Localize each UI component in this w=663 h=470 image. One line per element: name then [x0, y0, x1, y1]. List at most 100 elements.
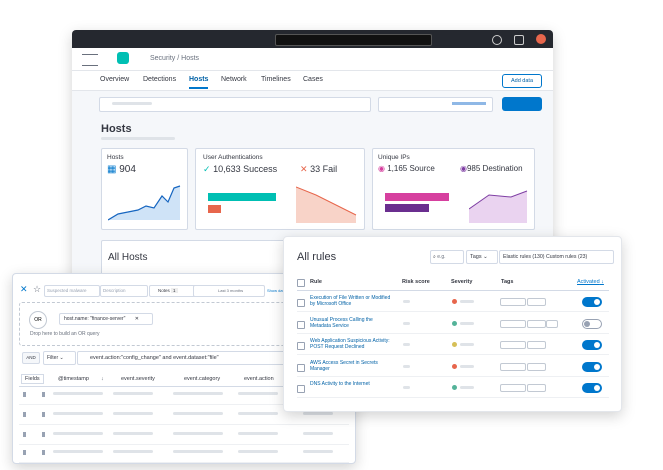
checkbox[interactable]	[297, 342, 305, 350]
severity-dot	[452, 320, 457, 326]
toggle-knob	[594, 299, 600, 305]
notes-button[interactable]: Notes 1	[149, 285, 197, 297]
column-header[interactable]: event.category	[184, 376, 221, 382]
column-header[interactable]: event.severity	[121, 376, 155, 382]
rule-search[interactable]: ⌕ e.g.	[430, 250, 464, 264]
or-badge: OR	[29, 311, 47, 329]
risk-score	[403, 321, 410, 325]
severity-label	[460, 321, 474, 325]
placeholder	[173, 392, 223, 395]
drop-hint: Drop here to build an OR query	[30, 331, 100, 337]
rule-name[interactable]: Unusual Process Calling the Metadata Ser…	[310, 316, 373, 329]
fail-count: 33 Fail	[310, 164, 338, 174]
toggle[interactable]	[582, 318, 602, 329]
tab[interactable]: Overview	[100, 76, 130, 83]
col-header[interactable]: Rule	[310, 279, 322, 285]
column-header[interactable]: event.action	[244, 376, 274, 382]
custom-filter[interactable]: Custom rules (23)	[545, 254, 588, 260]
row-icons	[23, 392, 45, 397]
search-bar[interactable]	[99, 97, 371, 112]
rule-name[interactable]: Execution of File Written or Modified by…	[310, 295, 391, 307]
app-logo	[117, 52, 129, 64]
row-divider	[297, 311, 609, 312]
column-header[interactable]: @timestamp	[58, 376, 89, 382]
bar	[208, 193, 276, 201]
toggle[interactable]	[582, 340, 602, 350]
toggle[interactable]	[582, 361, 602, 372]
star-icon[interactable]: ☆	[33, 284, 42, 294]
card-title: Hosts	[107, 154, 124, 161]
tab[interactable]: Timelines	[261, 76, 291, 83]
timeline-name[interactable]: Suspected malware	[44, 285, 100, 297]
tab[interactable]: Network	[221, 76, 247, 83]
hosts-card: Hosts ▦ 904	[101, 148, 188, 230]
col-header[interactable]: Risk score	[402, 279, 430, 285]
placeholder	[173, 432, 223, 435]
date-picker[interactable]	[193, 285, 265, 297]
date-picker[interactable]	[378, 97, 493, 112]
menu-icon[interactable]	[82, 54, 98, 66]
crumb[interactable]: Security	[150, 55, 176, 62]
refresh-button[interactable]	[502, 97, 542, 111]
show-dates[interactable]: Show dates	[267, 288, 288, 293]
checkbox[interactable]	[297, 320, 305, 329]
toggle[interactable]	[582, 297, 602, 307]
rule-name[interactable]: DNS Activity to the Internet	[310, 381, 370, 387]
severity-label	[460, 343, 474, 346]
destination: ◉985 Destination	[460, 164, 523, 173]
destination-count: 985 Destination	[466, 164, 523, 173]
toggle-knob	[594, 363, 600, 370]
col-header[interactable]: Activated ↓	[577, 279, 604, 285]
placeholder	[238, 412, 278, 415]
tags-filter[interactable]: Tags ⌄	[466, 250, 498, 264]
tab[interactable]: Hosts	[189, 76, 209, 89]
placeholder	[113, 412, 153, 415]
column-header[interactable]: Fields	[21, 374, 44, 384]
sort-icon: ↓	[101, 376, 104, 382]
bar	[208, 205, 221, 213]
severity-dot	[452, 385, 457, 390]
notes-count: 1	[171, 288, 178, 293]
add-data-button[interactable]: Add data	[502, 74, 542, 88]
toggle[interactable]	[582, 383, 602, 393]
auth-card: User Authentications ✓ 10,633 Success ✕ …	[195, 148, 365, 230]
row-divider	[19, 444, 349, 445]
rule-name[interactable]: Web Application Suspicious Activity: POS…	[310, 338, 390, 350]
placeholder	[238, 432, 278, 435]
avatar[interactable]	[536, 34, 546, 44]
filter-button[interactable]: Filter ⌄	[43, 351, 76, 365]
severity-dot	[452, 299, 457, 304]
card-title: Unique IPs	[378, 154, 410, 161]
placeholder	[173, 412, 223, 415]
tag	[500, 298, 526, 306]
filter-pill[interactable]: host.name: "finance-server" ✕	[59, 313, 153, 325]
help-icon[interactable]	[492, 35, 502, 45]
news-icon[interactable]	[514, 35, 524, 45]
checkbox[interactable]	[297, 299, 305, 307]
source-count: 1,165 Source	[387, 164, 435, 173]
crumb: Hosts	[181, 55, 200, 62]
rule-name[interactable]: AWS Access Secret in Secrets Manager	[310, 359, 378, 372]
placeholder	[113, 432, 153, 435]
tag	[527, 384, 546, 392]
tag	[500, 319, 526, 328]
card-title: User Authentications	[203, 154, 263, 161]
global-search[interactable]	[275, 34, 432, 46]
placeholder	[113, 392, 153, 395]
checkbox[interactable]	[297, 385, 305, 393]
placeholder	[113, 450, 153, 453]
placeholder	[303, 450, 333, 453]
elastic-filter[interactable]: Elastic rules (130)	[503, 254, 545, 260]
tab[interactable]: Detections	[143, 76, 177, 83]
close-icon[interactable]: ✕	[20, 284, 28, 294]
description[interactable]: Description	[100, 285, 148, 297]
col-header[interactable]: Tags	[501, 279, 514, 285]
col-header[interactable]: Severity	[451, 279, 473, 285]
tag	[527, 341, 546, 349]
placeholder	[53, 412, 103, 415]
filter-label: Filter	[47, 355, 59, 361]
page-heading: Hosts	[101, 123, 132, 135]
tab[interactable]: Cases	[303, 76, 323, 83]
panel-title: All Hosts	[108, 252, 148, 263]
checkbox[interactable]	[297, 363, 305, 372]
